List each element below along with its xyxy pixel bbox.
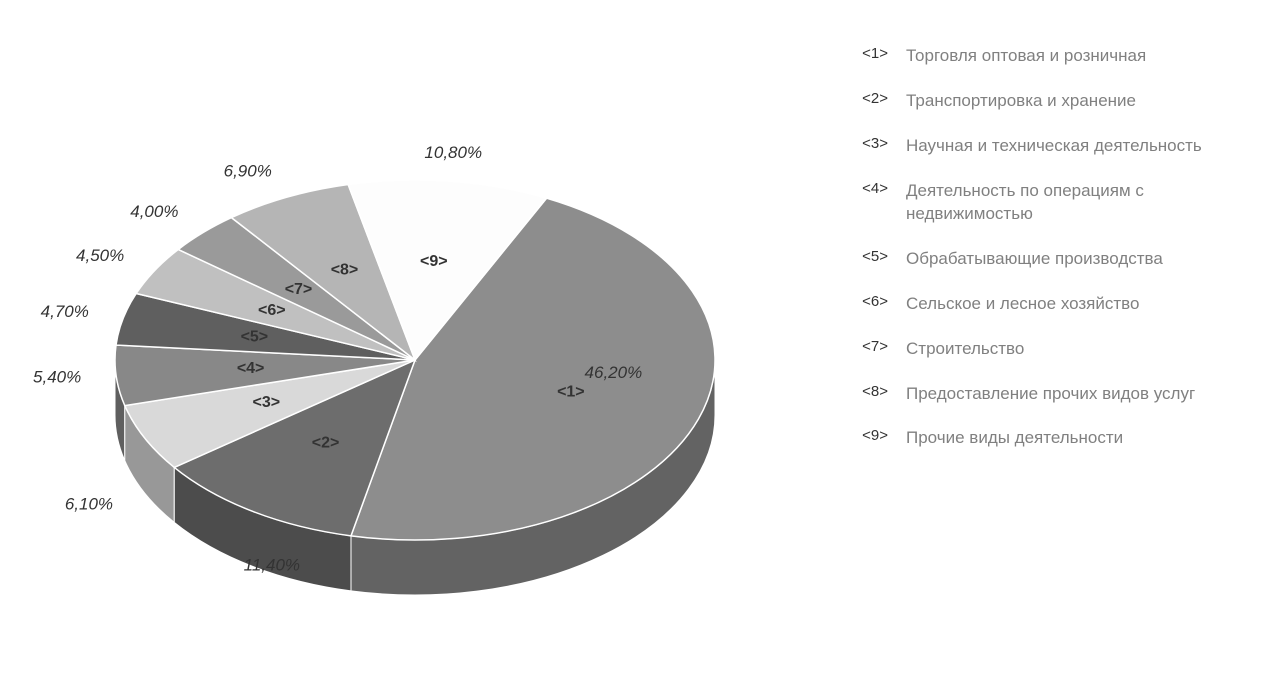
legend-label-5: Обрабатывающие производства bbox=[906, 248, 1163, 271]
legend-row-2: <2> Транспортировка и хранение bbox=[850, 90, 1260, 113]
legend-key-7: <7> bbox=[850, 338, 888, 355]
legend: <1> Торговля оптовая и розничная <2> Трансп… bbox=[840, 0, 1280, 683]
legend-key-9: <9> bbox=[850, 427, 888, 444]
slice-pct-5: 4,70% bbox=[41, 302, 89, 321]
legend-label-6: Сельское и лесное хозяйство bbox=[906, 293, 1139, 316]
legend-row-5: <5> Обрабатывающие производства bbox=[850, 248, 1260, 271]
slice-tag-7: <7> bbox=[285, 281, 313, 298]
legend-row-7: <7> Строительство bbox=[850, 338, 1260, 361]
slice-tag-5: <5> bbox=[241, 329, 269, 346]
legend-row-9: <9> Прочие виды деятельности bbox=[850, 427, 1260, 450]
legend-key-4: <4> bbox=[850, 180, 888, 197]
slice-pct-9: 10,80% bbox=[424, 143, 482, 162]
legend-row-4: <4> Деятельность по операциям с недвижимо… bbox=[850, 180, 1260, 226]
slice-pct-6: 4,50% bbox=[76, 246, 124, 265]
slice-tag-6: <6> bbox=[258, 302, 286, 319]
legend-label-1: Торговля оптовая и розничная bbox=[906, 45, 1146, 68]
legend-key-6: <6> bbox=[850, 293, 888, 310]
legend-row-3: <3> Научная и техническая деятельность bbox=[850, 135, 1260, 158]
legend-label-7: Строительство bbox=[906, 338, 1024, 361]
legend-key-3: <3> bbox=[850, 135, 888, 152]
legend-key-1: <1> bbox=[850, 45, 888, 62]
slice-tag-3: <3> bbox=[252, 394, 280, 411]
legend-row-6: <6> Сельское и лесное хозяйство bbox=[850, 293, 1260, 316]
legend-label-2: Транспортировка и хранение bbox=[906, 90, 1136, 113]
legend-label-8: Предоставление прочих видов услуг bbox=[906, 383, 1195, 406]
slice-tag-8: <8> bbox=[331, 262, 359, 279]
slice-tag-2: <2> bbox=[312, 434, 340, 451]
legend-label-3: Научная и техническая деятельность bbox=[906, 135, 1202, 158]
slice-pct-7: 4,00% bbox=[130, 202, 178, 221]
slice-pct-4: 5,40% bbox=[33, 367, 81, 386]
legend-label-4: Деятельность по операциям с недвижимость… bbox=[906, 180, 1260, 226]
slice-tag-9: <9> bbox=[420, 253, 448, 270]
legend-key-5: <5> bbox=[850, 248, 888, 265]
slice-pct-3: 6,10% bbox=[65, 495, 113, 514]
slice-tag-4: <4> bbox=[237, 360, 265, 377]
legend-label-9: Прочие виды деятельности bbox=[906, 427, 1123, 450]
slice-pct-2: 11,40% bbox=[244, 556, 300, 575]
legend-key-2: <2> bbox=[850, 90, 888, 107]
pie-chart: <1>46,20% <2> 11,40% <3> 6,10% <4> 5,40% <5> 4,7… bbox=[0, 0, 840, 683]
slice-pct-8: 6,90% bbox=[224, 161, 272, 180]
slice-tag-1: <1> bbox=[557, 384, 585, 401]
legend-row-8: <8> Предоставление прочих видов услуг bbox=[850, 383, 1260, 406]
legend-key-8: <8> bbox=[850, 383, 888, 400]
legend-row-1: <1> Торговля оптовая и розничная bbox=[850, 45, 1260, 68]
slice-pct-1: 46,20% bbox=[585, 363, 643, 382]
chart-container: <1>46,20%<2>11,40%<3>6,10%<4>5,40%<5>4,7… bbox=[0, 0, 1280, 683]
